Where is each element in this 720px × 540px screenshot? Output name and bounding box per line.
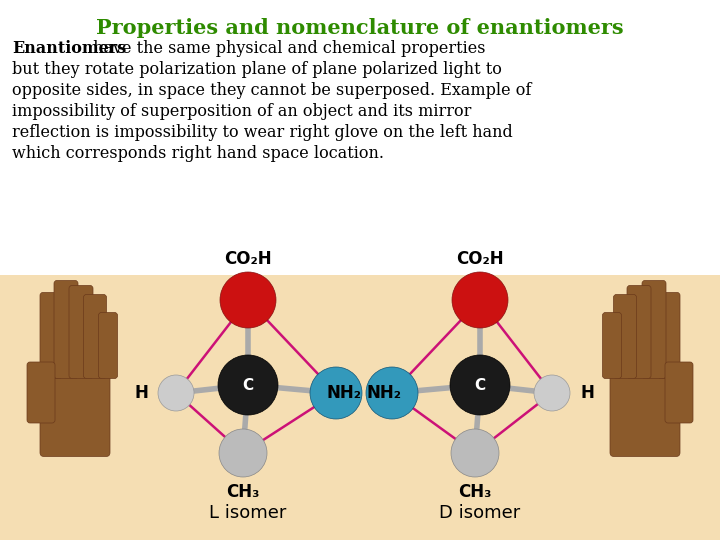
Text: NH₂: NH₂: [366, 384, 401, 402]
Text: NH₂: NH₂: [327, 384, 362, 402]
Circle shape: [366, 367, 418, 419]
FancyBboxPatch shape: [69, 286, 93, 379]
Text: which corresponds right hand space location.: which corresponds right hand space locat…: [12, 145, 384, 162]
FancyBboxPatch shape: [40, 293, 62, 379]
FancyBboxPatch shape: [642, 280, 666, 379]
Circle shape: [218, 355, 278, 415]
FancyBboxPatch shape: [40, 363, 110, 456]
Text: impossibility of superposition of an object and its mirror: impossibility of superposition of an obj…: [12, 103, 472, 120]
Circle shape: [220, 272, 276, 328]
Text: H: H: [134, 384, 148, 402]
Text: D isomer: D isomer: [439, 504, 521, 522]
Text: but they rotate polarization plane of plane polarized light to: but they rotate polarization plane of pl…: [12, 61, 502, 78]
FancyBboxPatch shape: [627, 286, 651, 379]
Text: C: C: [243, 377, 253, 393]
Circle shape: [158, 375, 194, 411]
Circle shape: [534, 375, 570, 411]
Text: CO₂H: CO₂H: [456, 250, 504, 268]
FancyBboxPatch shape: [27, 362, 55, 423]
Text: Properties and nomenclature of enantiomers: Properties and nomenclature of enantiome…: [96, 18, 624, 38]
Circle shape: [310, 367, 362, 419]
Text: CO₂H: CO₂H: [224, 250, 272, 268]
Text: reflection is impossibility to wear right glove on the left hand: reflection is impossibility to wear righ…: [12, 124, 513, 141]
FancyBboxPatch shape: [84, 294, 107, 379]
Text: H: H: [580, 384, 594, 402]
Text: L isomer: L isomer: [210, 504, 287, 522]
Text: C: C: [474, 377, 485, 393]
Bar: [0, 275, 720, 540]
Text: opposite sides, in space they cannot be superposed. Example of: opposite sides, in space they cannot be …: [12, 82, 531, 99]
Circle shape: [451, 429, 499, 477]
Circle shape: [452, 272, 508, 328]
Text: CH₃: CH₃: [226, 483, 260, 501]
Text: Enantiomers: Enantiomers: [12, 40, 126, 57]
FancyBboxPatch shape: [54, 280, 78, 379]
Circle shape: [219, 429, 267, 477]
FancyBboxPatch shape: [610, 363, 680, 456]
Text: CH₃: CH₃: [459, 483, 492, 501]
Text: have the same physical and chemical properties: have the same physical and chemical prop…: [88, 40, 485, 57]
FancyBboxPatch shape: [99, 313, 117, 379]
Circle shape: [450, 355, 510, 415]
FancyBboxPatch shape: [603, 313, 621, 379]
FancyBboxPatch shape: [658, 293, 680, 379]
FancyBboxPatch shape: [613, 294, 636, 379]
FancyBboxPatch shape: [665, 362, 693, 423]
